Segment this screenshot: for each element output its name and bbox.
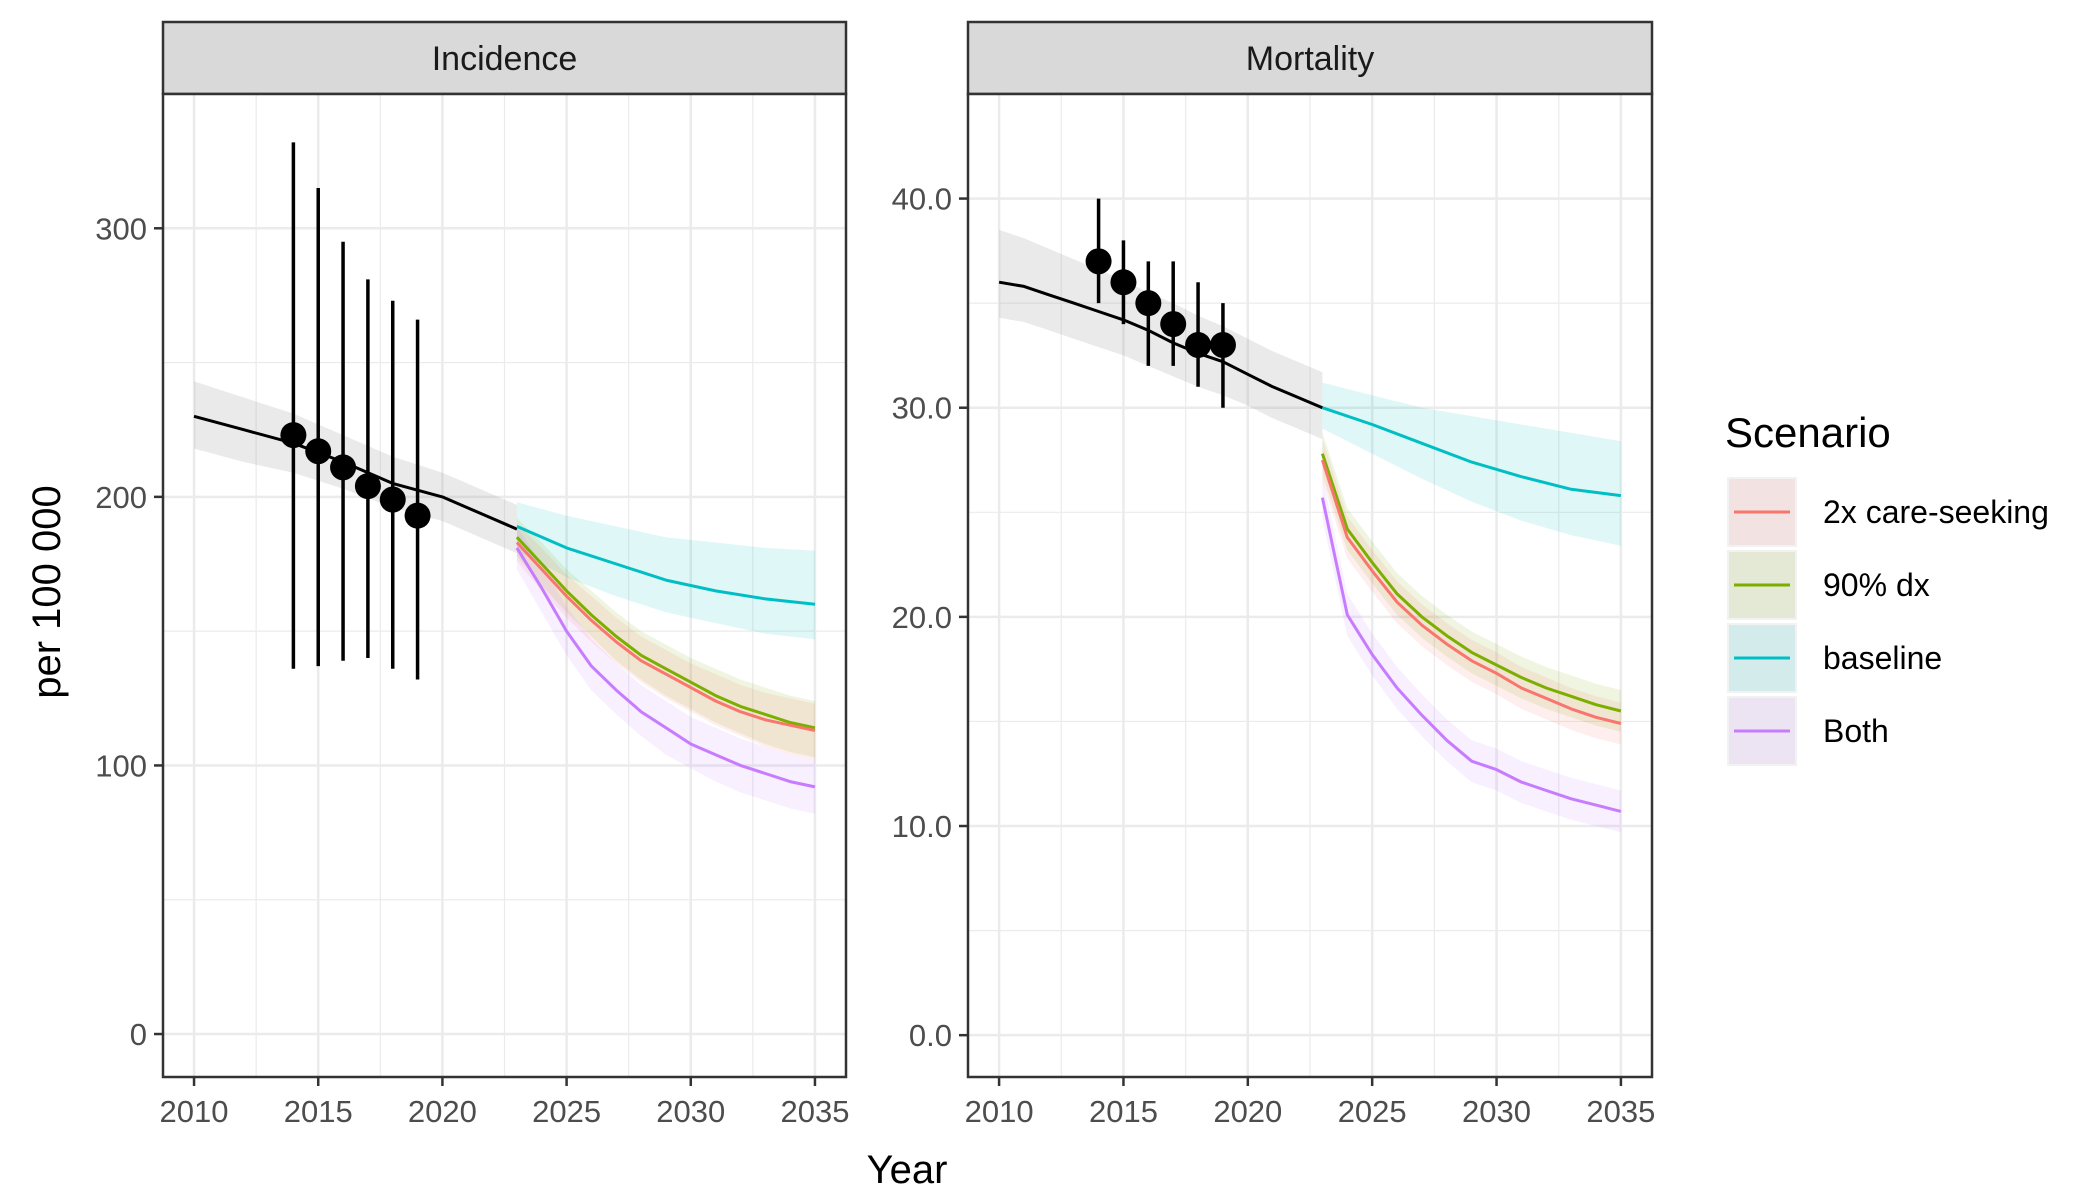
incidence-observation-point bbox=[280, 422, 307, 449]
legend-label-90-dx: 90% dx bbox=[1823, 567, 1930, 603]
scenario-legend: Scenario 2x care-seeking 90% dx baseline Bo… bbox=[1725, 409, 2049, 766]
mortality-observation-point bbox=[1135, 290, 1162, 317]
mortality-x-tick-label: 2030 bbox=[1462, 1094, 1531, 1129]
mortality-observation-point bbox=[1085, 248, 1112, 275]
mortality-x-tick-label: 2010 bbox=[965, 1094, 1034, 1129]
incidence-ribbon-90-dx bbox=[516, 518, 815, 758]
incidence-x-tick-label: 2035 bbox=[780, 1094, 849, 1129]
y-axis-title: per 100 000 bbox=[25, 485, 69, 699]
mortality-history-line bbox=[998, 280, 1323, 410]
incidence-observation-point bbox=[330, 454, 357, 481]
mortality-ribbon-2x-care-seeking bbox=[1322, 439, 1621, 745]
mortality-panel-border bbox=[966, 92, 1654, 1079]
incidence-strip bbox=[161, 20, 848, 96]
mortality-x-tick-label: 2035 bbox=[1586, 1094, 1655, 1129]
mortality-x-tick-label: 2025 bbox=[1338, 1094, 1407, 1129]
incidence-x-axis: 2010 2015 2020 2025 2030 2035 bbox=[160, 1077, 849, 1129]
mortality-ribbon-baseline bbox=[1322, 382, 1621, 546]
incidence-x-tick-label: 2025 bbox=[532, 1094, 601, 1129]
mortality-strip bbox=[966, 20, 1654, 96]
mortality-y-axis: 0.0 10.0 20.0 30.0 40.0 bbox=[892, 182, 968, 1053]
incidence-observations bbox=[280, 142, 431, 680]
mortality-y-tick-label: 20.0 bbox=[892, 600, 952, 635]
mortality-panel: Mortality 0.010.020.030.040.0 2010 2015 20… bbox=[892, 20, 1655, 1129]
mortality-y-tick-label: 30.0 bbox=[892, 391, 952, 426]
mortality-y-tick-label: 40.0 bbox=[892, 182, 952, 217]
mortality-line-both bbox=[1320, 497, 1622, 813]
mortality-x-axis: 2010 2015 2020 2025 2030 2035 bbox=[965, 1077, 1655, 1129]
incidence-line-baseline bbox=[516, 525, 816, 606]
incidence-x-tick-label: 2015 bbox=[284, 1094, 353, 1129]
mortality-observation-point bbox=[1185, 331, 1212, 358]
incidence-line-90-dx bbox=[515, 536, 816, 730]
incidence-ribbon-2x-care-seeking bbox=[516, 523, 815, 761]
incidence-panel: Incidence 0 100 200 300 2010 2015 2020 2025 203… bbox=[95, 20, 849, 1129]
incidence-y-tick-label: 200 bbox=[95, 480, 147, 515]
incidence-strip-title: Incidence bbox=[432, 40, 578, 78]
mortality-line-90-dx bbox=[1320, 453, 1622, 713]
incidence-panel-border bbox=[161, 92, 848, 1079]
incidence-lines bbox=[193, 414, 816, 789]
incidence-ribbon-baseline bbox=[516, 502, 815, 640]
mortality-strip-title: Mortality bbox=[1246, 40, 1374, 78]
mortality-y-tick-label: 0.0 bbox=[909, 1018, 952, 1053]
mortality-lines bbox=[998, 280, 1622, 813]
incidence-ribbon-both bbox=[516, 526, 815, 814]
mortality-gridlines bbox=[968, 94, 1652, 1077]
mortality-observations bbox=[1085, 198, 1236, 408]
incidence-x-tick-label: 2030 bbox=[656, 1094, 725, 1129]
mortality-y-tick-label: 10.0 bbox=[892, 809, 952, 844]
mortality-history-ribbon bbox=[999, 229, 1323, 440]
mortality-line-2x-care-seeking bbox=[1320, 459, 1622, 725]
incidence-x-tick-label: 2010 bbox=[160, 1094, 229, 1129]
incidence-x-tick-label: 2020 bbox=[408, 1094, 477, 1129]
mortality-line-baseline bbox=[1321, 406, 1622, 498]
incidence-observation-point bbox=[305, 438, 332, 465]
incidence-line-2x-care-seeking bbox=[515, 541, 816, 732]
incidence-observation-point bbox=[354, 473, 381, 500]
incidence-y-tick-label: 100 bbox=[95, 748, 147, 783]
mortality-observation-point bbox=[1209, 331, 1236, 358]
incidence-y-tick-label: 300 bbox=[95, 211, 147, 246]
incidence-observation-point bbox=[379, 486, 406, 513]
x-axis-title: Year bbox=[867, 1148, 948, 1192]
legend-label-2x-care-seeking: 2x care-seeking bbox=[1823, 494, 2049, 530]
mortality-x-tick-label: 2020 bbox=[1213, 1094, 1282, 1129]
incidence-observation-point bbox=[404, 502, 431, 529]
mortality-observation-point bbox=[1160, 311, 1187, 338]
incidence-line-both bbox=[515, 547, 816, 789]
mortality-observation-point bbox=[1110, 269, 1137, 296]
incidence-y-tick-label: 0 bbox=[130, 1017, 147, 1052]
legend-title: Scenario bbox=[1725, 409, 1891, 456]
legend-label-both: Both bbox=[1823, 713, 1889, 749]
mortality-x-tick-label: 2015 bbox=[1089, 1094, 1158, 1129]
legend-items: 2x care-seeking 90% dx baseline Both bbox=[1727, 477, 2049, 766]
legend-label-baseline: baseline bbox=[1823, 640, 1942, 676]
incidence-y-axis: 0 100 200 300 bbox=[95, 211, 163, 1052]
